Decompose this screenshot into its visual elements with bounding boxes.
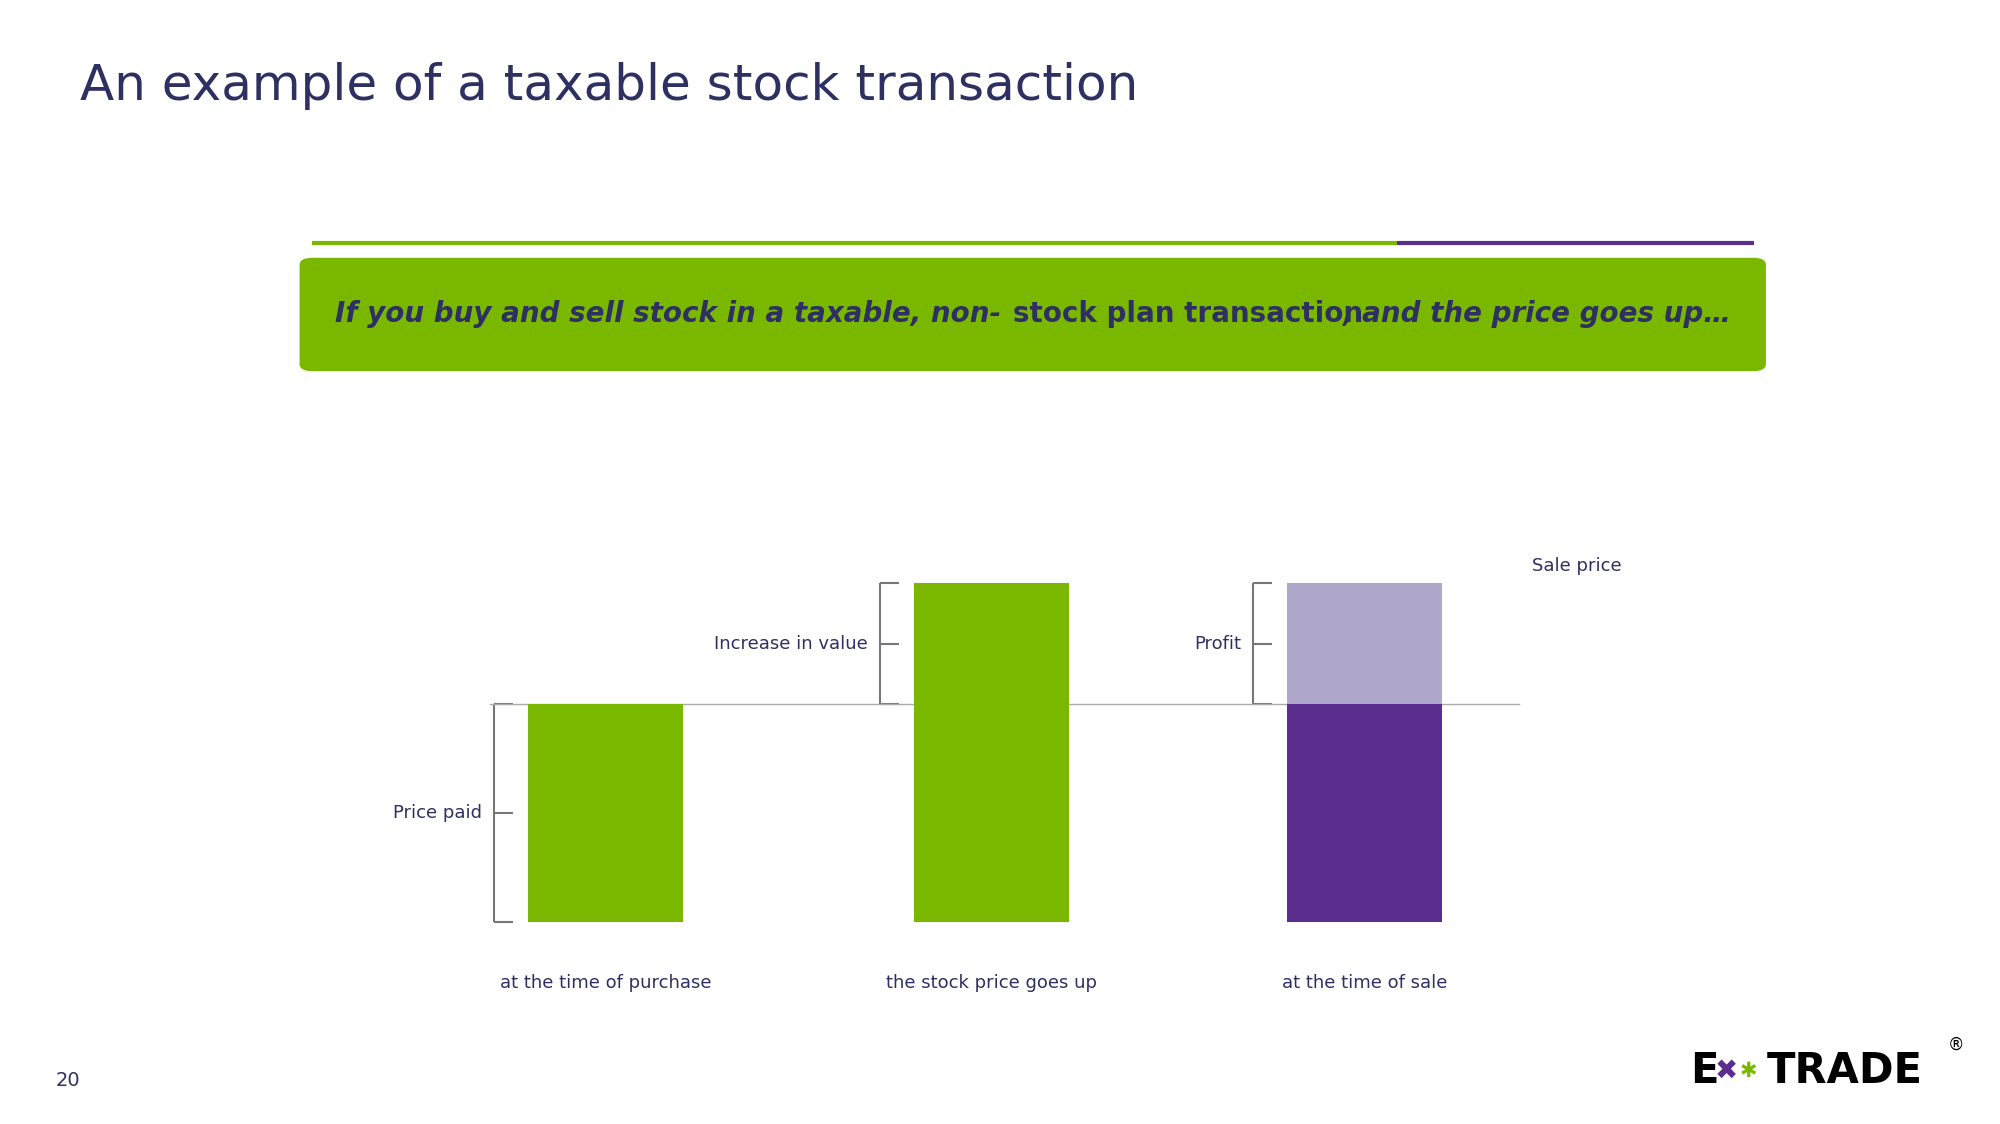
Text: 20: 20 xyxy=(56,1071,80,1090)
Text: Profit: Profit xyxy=(1194,635,1240,653)
Text: If you buy and sell stock in a taxable, non-: If you buy and sell stock in a taxable, … xyxy=(336,300,1002,328)
Bar xyxy=(1288,705,1442,923)
Text: Price paid: Price paid xyxy=(392,805,482,823)
Bar xyxy=(914,583,1068,923)
Text: , and the price goes up…: , and the price goes up… xyxy=(1342,300,1732,328)
Bar xyxy=(1288,583,1442,705)
Text: An example of a taxable stock transaction: An example of a taxable stock transactio… xyxy=(80,62,1138,110)
Text: at the time of purchase: at the time of purchase xyxy=(500,975,712,992)
Text: at the time of sale: at the time of sale xyxy=(1282,975,1448,992)
FancyBboxPatch shape xyxy=(300,257,1766,371)
Text: E: E xyxy=(1690,1050,1718,1091)
Bar xyxy=(528,705,682,923)
Text: Sale price: Sale price xyxy=(1532,556,1622,574)
Text: the stock price goes up: the stock price goes up xyxy=(886,975,1098,992)
Text: Increase in value: Increase in value xyxy=(714,635,868,653)
Text: ✖: ✖ xyxy=(1714,1057,1738,1085)
Text: stock plan transaction: stock plan transaction xyxy=(1012,300,1362,328)
Text: TRADE: TRADE xyxy=(1766,1050,1922,1091)
Text: ®: ® xyxy=(1948,1036,1964,1054)
Text: ✱: ✱ xyxy=(1740,1061,1756,1080)
